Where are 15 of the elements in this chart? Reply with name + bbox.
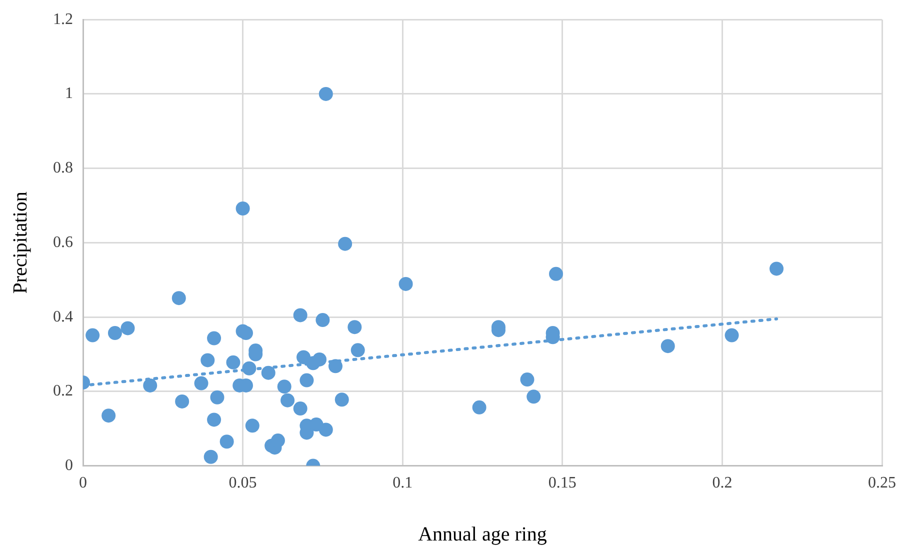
- y-tick-label: 1.2: [53, 10, 73, 28]
- x-tick-label: 0.1: [392, 474, 413, 492]
- x-tick-label: 0.25: [868, 474, 896, 492]
- y-tick-label: 0.4: [53, 308, 73, 326]
- y-tick-label: 0.8: [53, 160, 73, 177]
- y-tick-label: 0.2: [53, 382, 73, 400]
- x-tick-label: 0.15: [548, 474, 576, 492]
- x-tick-label: 0: [79, 474, 87, 492]
- y-axis-title: Precipitation: [9, 192, 32, 294]
- y-tick-label: 1: [65, 85, 73, 102]
- x-axis-title: Annual age ring: [418, 523, 547, 546]
- y-tick-label: 0: [65, 457, 73, 474]
- x-tick-label: 0.05: [228, 474, 257, 492]
- x-tick-label: 0.2: [712, 474, 732, 492]
- y-tick-label: 0.6: [53, 234, 73, 251]
